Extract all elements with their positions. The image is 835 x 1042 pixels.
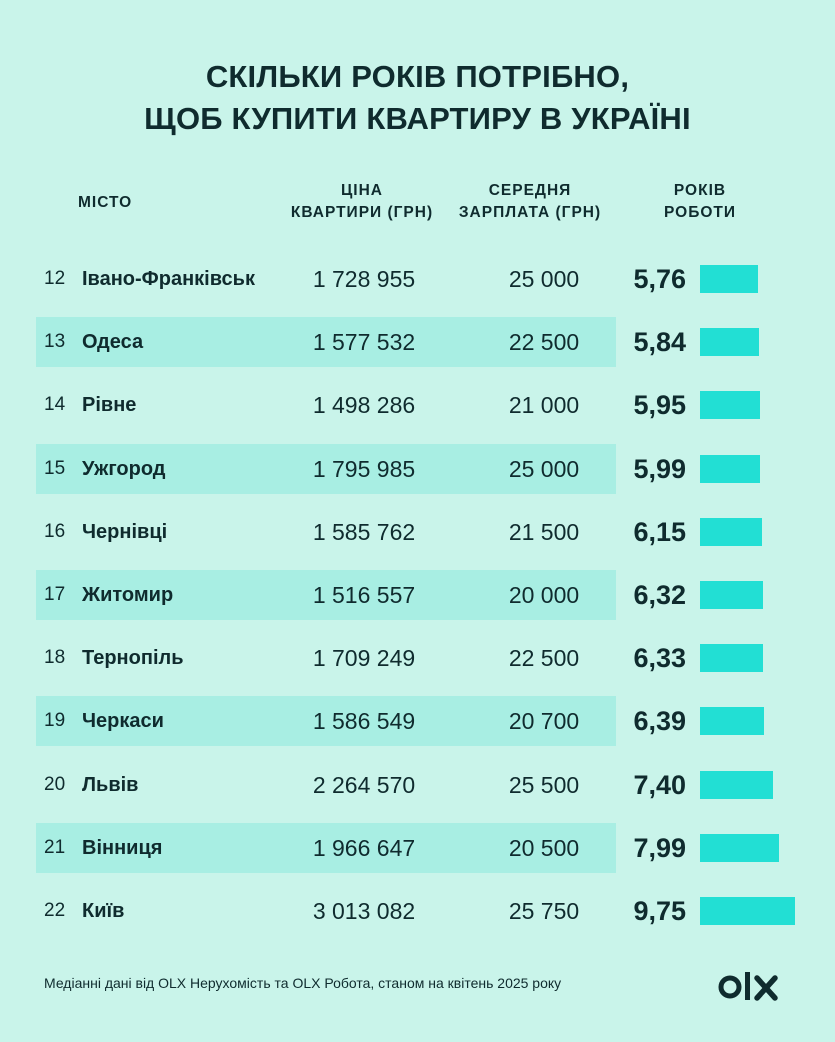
table-row: 20 Львів 2 264 570 25 500 xyxy=(36,760,616,810)
price-cell: 1 709 249 xyxy=(312,645,416,671)
years-bar xyxy=(700,518,762,546)
price-cell: 3 013 082 xyxy=(312,898,416,924)
city-cell: Вінниця xyxy=(82,837,163,859)
header-price-line1: ЦІНА xyxy=(340,182,384,199)
table-row: 15 Ужгород 1 795 985 25 000 xyxy=(36,444,616,494)
rank-cell: 15 xyxy=(44,458,66,479)
years-value: 6,15 xyxy=(633,517,686,547)
table-row: 16 Чернівці 1 585 762 21 500 xyxy=(36,507,616,557)
table-row: 18 Тернопіль 1 709 249 22 500 xyxy=(36,633,616,683)
price-cell: 1 516 557 xyxy=(312,582,416,608)
price-cell: 2 264 570 xyxy=(312,772,416,798)
rank-cell: 21 xyxy=(44,837,66,858)
years-value: 5,99 xyxy=(633,454,686,484)
years-bar xyxy=(700,265,758,293)
header-price: ЦІНА КВАРТИРИ (ГРН) xyxy=(282,180,442,224)
salary-cell: 25 750 xyxy=(508,898,580,924)
title-line-2: щоб купити квартиру в Україні xyxy=(144,101,691,136)
header-city-label: МІСТО xyxy=(78,194,133,211)
years-value: 6,39 xyxy=(633,706,686,736)
rank-cell: 16 xyxy=(44,521,66,542)
years-bar xyxy=(700,771,773,799)
salary-cell: 20 000 xyxy=(508,582,580,608)
header-years-line2: РОБОТИ xyxy=(664,204,736,221)
city-cell: Тернопіль xyxy=(82,647,184,669)
city-cell: Львів xyxy=(82,774,139,796)
header-salary-line1: СЕРЕДНЯ xyxy=(488,182,572,199)
table-row: 22 Київ 3 013 082 25 750 xyxy=(36,886,616,936)
header-city: МІСТО xyxy=(78,192,132,214)
city-cell: Івано-Франківськ xyxy=(82,268,255,290)
years-value: 5,84 xyxy=(633,327,686,357)
table-row: 19 Черкаси 1 586 549 20 700 xyxy=(36,696,616,746)
years-bar xyxy=(700,897,795,925)
rank-cell: 13 xyxy=(44,331,66,352)
salary-cell: 25 000 xyxy=(508,456,580,482)
table-row: 14 Рівне 1 498 286 21 000 xyxy=(36,380,616,430)
price-cell: 1 728 955 xyxy=(312,266,416,292)
header-price-line2: КВАРТИРИ (ГРН) xyxy=(290,204,434,221)
years-value: 7,40 xyxy=(633,770,686,800)
table-row: 13 Одеса 1 577 532 22 500 xyxy=(36,317,616,367)
rank-cell: 14 xyxy=(44,394,66,415)
city-cell: Житомир xyxy=(82,584,174,606)
salary-cell: 20 700 xyxy=(508,708,580,734)
city-cell: Чернівці xyxy=(82,521,168,543)
years-bar xyxy=(700,834,779,862)
years-value: 7,99 xyxy=(633,833,686,863)
salary-cell: 21 000 xyxy=(508,392,580,418)
salary-cell: 20 500 xyxy=(508,835,580,861)
years-bar xyxy=(700,644,763,672)
price-cell: 1 966 647 xyxy=(312,835,416,861)
rank-cell: 22 xyxy=(44,900,66,921)
salary-cell: 22 500 xyxy=(508,329,580,355)
rank-cell: 18 xyxy=(44,647,66,668)
city-cell: Одеса xyxy=(82,331,144,353)
price-cell: 1 795 985 xyxy=(312,456,416,482)
page-title: Скільки років потрібно, щоб купити кварт… xyxy=(0,56,835,140)
years-bar xyxy=(700,455,760,483)
years-bar xyxy=(700,391,760,419)
header-salary-line2: ЗАРПЛАТА (ГРН) xyxy=(458,204,602,221)
years-value: 5,76 xyxy=(633,264,686,294)
salary-cell: 25 500 xyxy=(508,772,580,798)
salary-cell: 25 000 xyxy=(508,266,580,292)
salary-cell: 21 500 xyxy=(508,519,580,545)
city-cell: Ужгород xyxy=(82,458,166,480)
years-value: 6,33 xyxy=(633,643,686,673)
rank-cell: 17 xyxy=(44,584,66,605)
years-value: 6,32 xyxy=(633,580,686,610)
price-cell: 1 585 762 xyxy=(312,519,416,545)
years-value: 5,95 xyxy=(633,390,686,420)
years-value: 9,75 xyxy=(633,896,686,926)
table-row: 21 Вінниця 1 966 647 20 500 xyxy=(36,823,616,873)
title-line-1: Скільки років потрібно, xyxy=(205,59,630,94)
header-years: РОКІВ РОБОТИ xyxy=(640,180,760,224)
city-cell: Черкаси xyxy=(82,710,164,732)
city-cell: Рівне xyxy=(82,394,137,416)
price-cell: 1 586 549 xyxy=(312,708,416,734)
salary-cell: 22 500 xyxy=(508,645,580,671)
rank-cell: 12 xyxy=(44,268,66,289)
price-cell: 1 498 286 xyxy=(312,392,416,418)
city-cell: Київ xyxy=(82,900,125,922)
table-row: 12 Івано-Франківськ 1 728 955 25 000 xyxy=(36,254,616,304)
rank-cell: 19 xyxy=(44,710,66,731)
rank-cell: 20 xyxy=(44,774,66,795)
table-row: 17 Житомир 1 516 557 20 000 xyxy=(36,570,616,620)
header-years-line1: РОКІВ xyxy=(673,182,727,199)
header-salary: СЕРЕДНЯ ЗАРПЛАТА (ГРН) xyxy=(450,180,610,224)
footer-note: Медіанні дані від OLX Нерухомість та OLX… xyxy=(44,975,562,991)
price-cell: 1 577 532 xyxy=(312,329,416,355)
years-bar xyxy=(700,707,764,735)
years-bar xyxy=(700,581,763,609)
olx-logo-icon xyxy=(718,972,778,1001)
years-bar xyxy=(700,328,759,356)
